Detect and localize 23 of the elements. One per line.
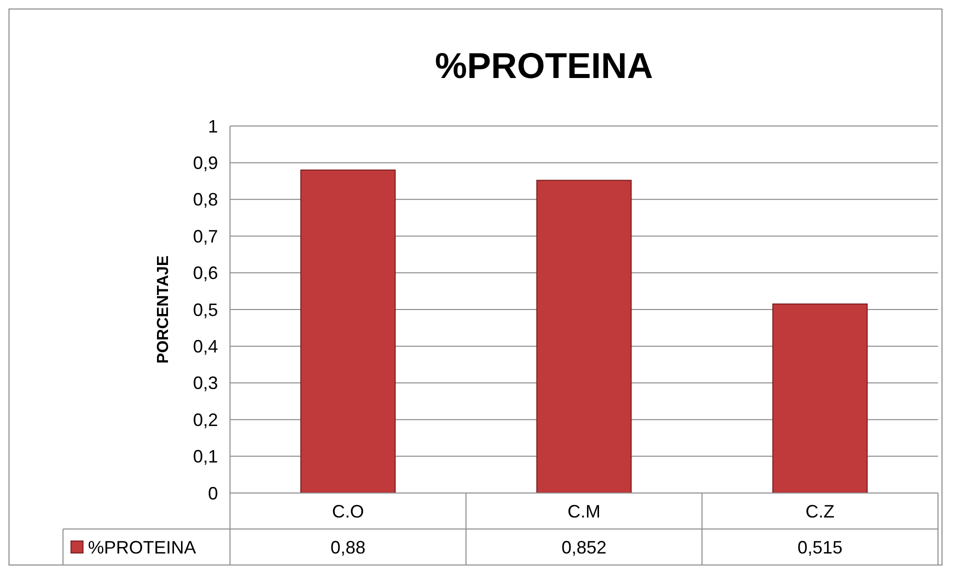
y-tick-label: 0,5 <box>192 300 218 320</box>
y-tick-label: 0,7 <box>192 226 218 246</box>
y-tick-label: 0,6 <box>192 263 218 284</box>
data-label: 0,88 <box>330 537 366 558</box>
bar <box>536 180 632 494</box>
y-axis-title: PORCENTAJE <box>155 255 172 364</box>
x-tick-label: C.M <box>568 501 600 522</box>
y-tick-label: 0,1 <box>192 446 218 467</box>
legend-label: %PROTEINA <box>88 537 196 558</box>
bar <box>772 303 868 494</box>
chart-title: %PROTEINA <box>434 45 654 86</box>
y-tick-label: 1 <box>208 116 218 136</box>
x-tick-label: C.O <box>332 501 364 522</box>
y-tick-label: 0 <box>208 483 218 504</box>
y-tick-label: 0,8 <box>192 190 218 210</box>
y-tick-label: 0,9 <box>192 153 218 173</box>
bar <box>300 170 396 494</box>
y-tick-label: 0,3 <box>192 373 218 394</box>
data-label: 0,852 <box>561 537 607 558</box>
y-tick-label: 0,2 <box>192 410 218 430</box>
x-tick-label: C.Z <box>806 501 834 522</box>
data-label: 0,515 <box>797 537 843 558</box>
y-tick-label: 0,4 <box>192 336 218 356</box>
